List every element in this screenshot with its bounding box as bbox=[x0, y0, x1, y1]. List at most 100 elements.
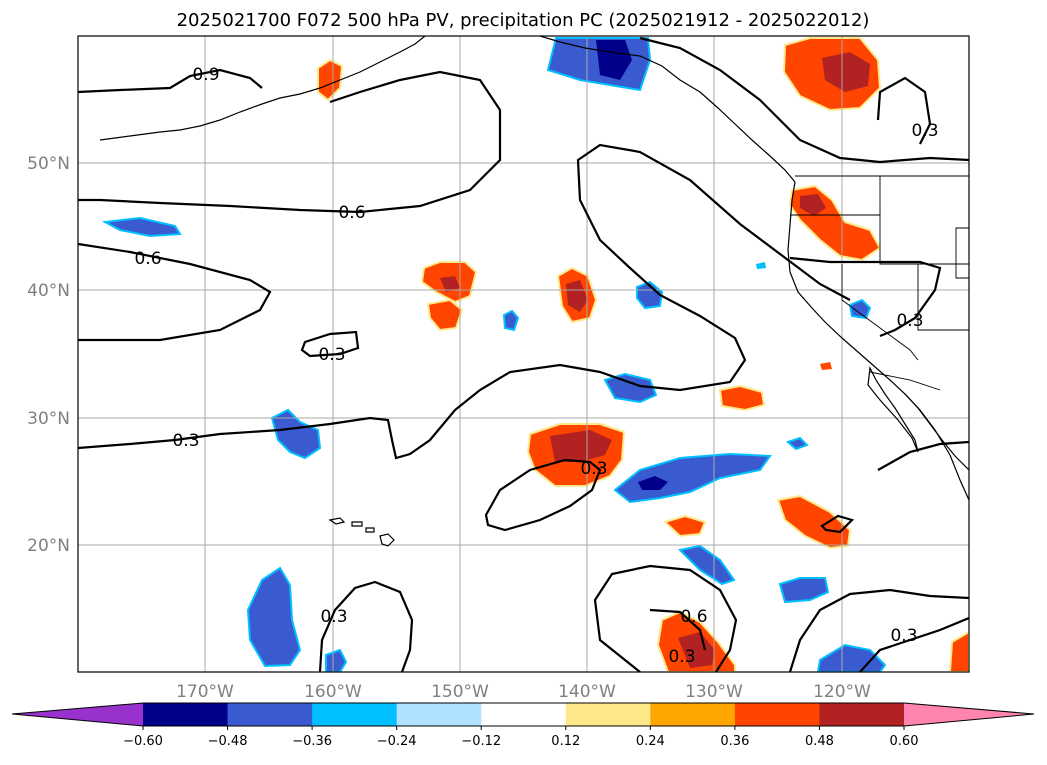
colorbar-over-triangle bbox=[904, 703, 1034, 726]
colorbar-tick-label: −0.36 bbox=[292, 734, 332, 749]
precip-negative-regions bbox=[101, 37, 887, 672]
colorbar-cell bbox=[143, 703, 229, 726]
pos-region-far-right bbox=[948, 630, 969, 672]
pos-region-nw-canada-core bbox=[822, 52, 870, 92]
lat-label: 50°N bbox=[27, 154, 70, 174]
colorbar-under-triangle bbox=[12, 703, 143, 726]
neg-region-south-small bbox=[325, 648, 348, 672]
neg-region-tiny-2 bbox=[756, 262, 766, 269]
colorbar-cell bbox=[650, 703, 736, 726]
colorbar-tick-label: 0.60 bbox=[890, 734, 919, 749]
coastline-baja bbox=[867, 365, 919, 453]
contour-0.3-east-loop bbox=[876, 76, 932, 145]
pos-region-south-core bbox=[678, 632, 715, 668]
neg-region-east-long-core bbox=[638, 476, 668, 490]
coastline-mexico bbox=[904, 393, 969, 501]
pos-region-oregon-core bbox=[800, 194, 826, 216]
lon-label: 150°W bbox=[431, 682, 489, 702]
contour-0.3-tiny-loop bbox=[820, 514, 855, 534]
border-states-5 bbox=[955, 227, 969, 279]
map-frame bbox=[77, 35, 970, 673]
contour-label: 0.6 bbox=[338, 203, 365, 223]
neg-region-south-east-2 bbox=[778, 577, 830, 604]
neg-region-south-east-1 bbox=[677, 544, 736, 586]
contour-0.6-south-inner bbox=[649, 608, 707, 651]
border-us-mexico bbox=[869, 371, 941, 391]
colorbar-ticks: −0.60 −0.48 −0.36 −0.24 −0.12 0.12 0.24 0.36 0.4… bbox=[123, 726, 918, 749]
contour-label: 0.3 bbox=[668, 647, 695, 667]
contour-0.9-b bbox=[78, 70, 502, 214]
pos-region-mid-left-2 bbox=[426, 298, 464, 332]
contour-label: 0.3 bbox=[318, 345, 345, 365]
neg-region-alaska-gulf-core bbox=[596, 40, 632, 80]
border-states-4 bbox=[917, 264, 969, 331]
coastline-alaska bbox=[99, 36, 426, 141]
contour-east-edge bbox=[877, 440, 969, 471]
contour-0.3-small bbox=[300, 330, 360, 358]
colorbar-cell bbox=[565, 703, 651, 726]
contour-label: 0.3 bbox=[896, 311, 923, 331]
colorbar: −0.60 −0.48 −0.36 −0.24 −0.12 0.12 0.24 0.36 0.4… bbox=[11, 702, 1035, 749]
colorbar-tick-label: 0.24 bbox=[636, 734, 665, 749]
colorbar-cell bbox=[734, 703, 820, 726]
pv-contours bbox=[78, 36, 969, 672]
colorbar-tick-label: −0.12 bbox=[461, 734, 501, 749]
lat-label: 20°N bbox=[27, 536, 70, 556]
colorbar-cell bbox=[312, 703, 398, 726]
contour-0.3-east-mid bbox=[789, 256, 942, 338]
neg-region-south-right bbox=[816, 643, 887, 672]
contour-label: 0.3 bbox=[890, 626, 917, 646]
precip-positive-regions bbox=[317, 37, 969, 672]
gridlines bbox=[78, 36, 969, 672]
colorbar-cell bbox=[819, 703, 905, 726]
contour-label: 0.3 bbox=[320, 607, 347, 627]
lon-label: 140°W bbox=[558, 682, 616, 702]
pos-region-mid-left-1-core bbox=[440, 276, 460, 292]
latitude-labels: 50°N 40°N 30°N 20°N bbox=[27, 154, 70, 556]
pos-region-alaska bbox=[317, 58, 344, 102]
contour-0.3-long bbox=[78, 143, 851, 460]
pos-region-east-south bbox=[776, 494, 852, 550]
contour-0.6-west bbox=[78, 242, 272, 342]
colorbar-cell bbox=[227, 703, 313, 726]
neg-region-small-2 bbox=[636, 280, 664, 310]
contour-0.9 bbox=[78, 68, 263, 94]
neg-region-coast-small bbox=[848, 298, 872, 320]
neg-region-small-1 bbox=[502, 309, 520, 332]
colorbar-cells bbox=[143, 703, 905, 726]
lon-label: 120°W bbox=[813, 682, 871, 702]
neg-region-hawaii-north bbox=[270, 408, 322, 460]
pos-region-mid-core bbox=[566, 280, 588, 312]
border-states-2 bbox=[841, 264, 919, 361]
contour-label: 0.3 bbox=[172, 431, 199, 451]
contour-0.3-south bbox=[318, 580, 414, 672]
neg-region-south-west bbox=[246, 566, 302, 668]
contour-0.3-center-south bbox=[484, 458, 602, 532]
colorbar-tick-label: 0.12 bbox=[551, 734, 580, 749]
contour-labels: 0.9 0.6 0.6 0.3 0.3 0.3 0.3 0.3 0.3 0.6 … bbox=[134, 65, 938, 667]
contour-0.6-south bbox=[593, 564, 738, 672]
colorbar-tick-label: 0.36 bbox=[720, 734, 749, 749]
pos-region-big-core bbox=[550, 430, 612, 462]
map-title: 2025021700 F072 500 hPa PV, precipitatio… bbox=[177, 10, 870, 31]
map-background bbox=[78, 36, 969, 672]
contour-0.3-far-south bbox=[788, 588, 969, 672]
coastline-alaska-gulf bbox=[539, 36, 796, 183]
contour-label: 0.6 bbox=[680, 607, 707, 627]
contour-label: 0.3 bbox=[911, 121, 938, 141]
pos-region-tiny bbox=[820, 362, 832, 370]
lat-label: 40°N bbox=[27, 281, 70, 301]
colorbar-tick-label: −0.60 bbox=[123, 734, 163, 749]
neg-region-center bbox=[603, 372, 658, 404]
coastline-hawaii bbox=[328, 517, 395, 547]
neg-region-west-strip bbox=[101, 216, 182, 238]
map-panel: 0.9 0.6 0.6 0.3 0.3 0.3 0.3 0.3 0.3 0.6 … bbox=[77, 35, 970, 673]
colorbar-tick-label: −0.48 bbox=[208, 734, 248, 749]
coastlines bbox=[99, 36, 969, 547]
longitude-labels: 170°W 160°W 150°W 140°W 130°W 120°W bbox=[176, 682, 871, 702]
contour-label: 0.6 bbox=[134, 249, 161, 269]
contour-label: 0.9 bbox=[192, 65, 219, 85]
colorbar-cell bbox=[481, 703, 567, 726]
colorbar-tick-label: −0.24 bbox=[377, 734, 417, 749]
